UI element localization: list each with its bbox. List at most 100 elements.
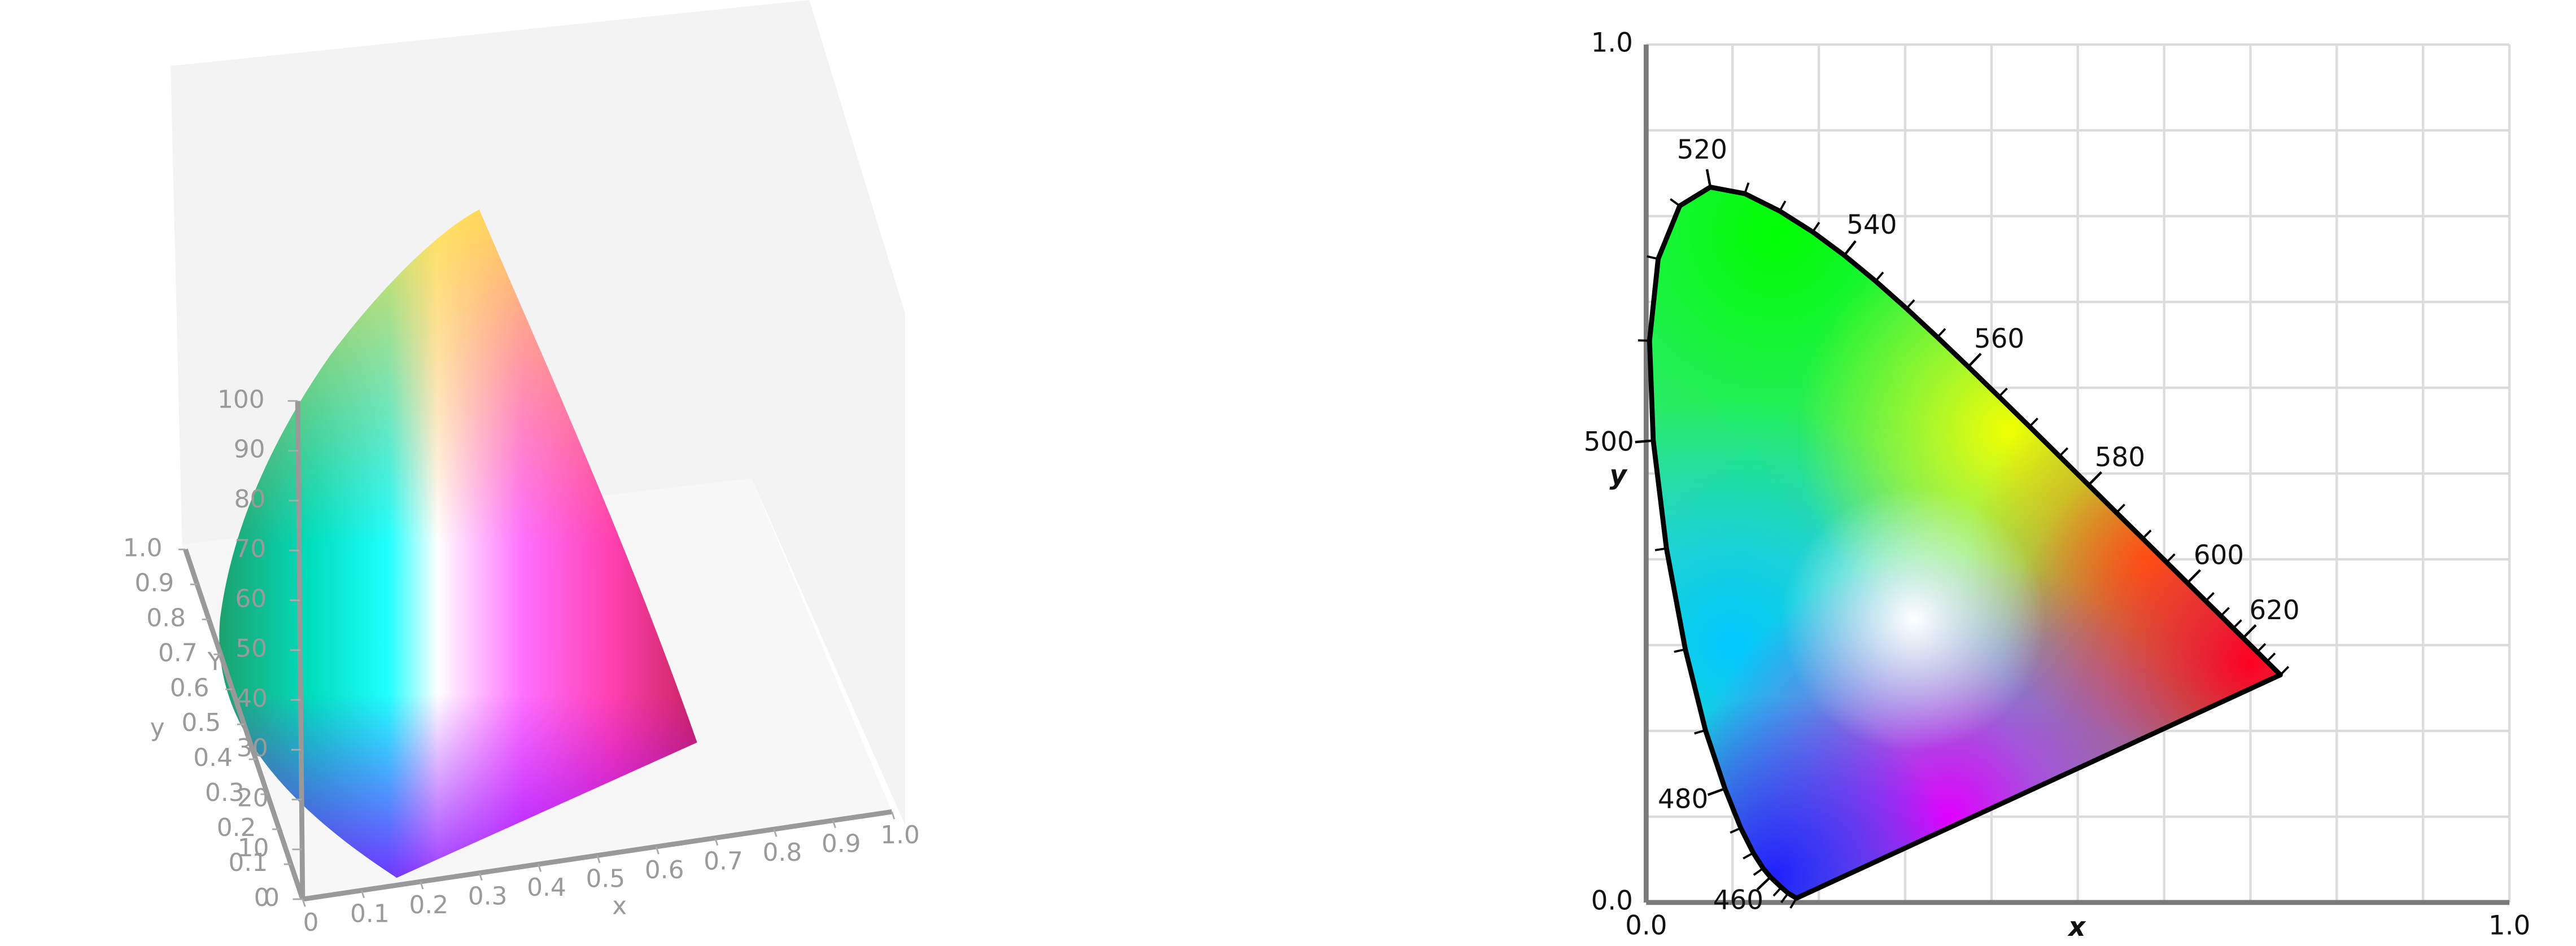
x-tick-label: 1.0 <box>880 821 920 849</box>
locus-tick <box>2115 503 2125 514</box>
x-tick-label: 0.4 <box>527 873 566 902</box>
chromaticity-plot: x y 0.0 1.0 0.0 1.0 460 480 500 520 540 560 580 600… <box>1584 28 2531 943</box>
locus-tick <box>2142 529 2152 540</box>
locus-tick <box>1967 353 1982 368</box>
locus-tick <box>1936 328 1946 338</box>
tick-mark <box>420 881 424 890</box>
gamut-fill <box>1649 187 2281 899</box>
y-tick-label: 1.0 <box>1591 28 1633 58</box>
locus-tick <box>1743 852 1754 860</box>
locus-tick <box>1756 876 1771 891</box>
y-tick-label: 0.6 <box>170 673 209 702</box>
y-tick-label: 0.2 <box>217 813 256 842</box>
wavelength-label: 580 <box>2095 443 2145 473</box>
z-tick-label: 0 <box>254 883 270 912</box>
x-tick-label: 0.1 <box>350 899 390 928</box>
z-tick-label: 70 <box>235 535 267 563</box>
locus-tick <box>1670 198 1680 207</box>
tick-mark <box>302 899 306 907</box>
locus-tick <box>2058 447 2069 457</box>
z-tick-label: 20 <box>237 784 269 813</box>
y-tick-label: 0.8 <box>146 603 186 632</box>
wavelength-label: 600 <box>2194 541 2244 571</box>
tick-mark <box>596 855 601 864</box>
locus-tick <box>1753 867 1764 876</box>
locus-tick <box>1674 648 1686 653</box>
locus-tick <box>1707 787 1726 796</box>
locus-tick <box>1744 182 1750 194</box>
wavelength-label: 540 <box>1846 210 1897 240</box>
tick-mark <box>832 820 836 829</box>
x-axis-title: x <box>612 892 627 921</box>
x-tick-label: 0.3 <box>468 882 508 910</box>
tick-mark <box>655 846 660 855</box>
z-tick-label: 80 <box>234 485 266 514</box>
y-tick-label: 0.3 <box>205 778 244 807</box>
tick-mark <box>773 829 778 837</box>
locus-tick <box>1998 387 2008 398</box>
3d-scene: x y Y <box>150 0 905 921</box>
x-tick-label: 0.5 <box>586 864 625 893</box>
z-tick-label: 60 <box>235 584 267 613</box>
z-tick-label: 90 <box>234 435 265 464</box>
locus-tick <box>2266 652 2276 663</box>
y-axis-title: y <box>150 713 165 742</box>
locus-tick <box>1875 271 1884 282</box>
y-tick-label: 0.1 <box>229 848 268 877</box>
locus-tick <box>1705 169 1712 187</box>
locus-tick <box>1780 892 1789 904</box>
locus-tick <box>2186 569 2202 584</box>
tick-mark <box>360 890 365 899</box>
locus-tick <box>2088 471 2102 486</box>
y-tick-label: 0.4 <box>193 743 233 772</box>
wavelength-label: 460 <box>1713 886 1763 916</box>
tick-mark <box>891 811 896 820</box>
locus-tick <box>1905 299 1915 309</box>
x-axis <box>302 809 893 902</box>
locus-tick <box>1811 221 1820 233</box>
tick-mark <box>478 873 483 881</box>
spectral-locus <box>1647 185 2283 901</box>
locus-tick <box>1647 255 1658 260</box>
z-tick-label: 50 <box>235 634 267 663</box>
x-axis-title: x <box>2067 912 2086 943</box>
z-tick-label: 10 <box>238 834 269 862</box>
x-tick-label: 0.6 <box>645 856 684 884</box>
locus-tick <box>2165 553 2176 563</box>
y-axis-title: y <box>1609 460 1628 490</box>
gamut-shade <box>1782 487 2046 752</box>
x-tick-label: 0.9 <box>822 829 861 858</box>
locus-tick <box>1779 200 1787 212</box>
locus-tick <box>2280 665 2290 676</box>
x-tick-label: 0.2 <box>409 891 448 919</box>
z-tick-label: 40 <box>236 684 268 713</box>
locus-tick <box>1730 827 1741 834</box>
x-tick-label: 0.0 <box>1625 910 1667 941</box>
locus-tick <box>1638 339 1650 342</box>
y-tick-label: 0.7 <box>158 638 198 667</box>
x-tick-label: 0.7 <box>704 847 743 875</box>
locus-tick <box>2256 643 2267 653</box>
z-tick-label: 100 <box>217 385 265 414</box>
z-tick-label: 30 <box>237 734 268 763</box>
locus-tick <box>1843 240 1857 256</box>
x-tick-label: 0.8 <box>763 838 802 867</box>
wavelength-label: 520 <box>1677 135 1727 165</box>
wavelength-label: 560 <box>1974 324 2024 354</box>
wavelength-label: 620 <box>2249 595 2299 626</box>
locus-tick <box>2028 417 2038 428</box>
locus-tick <box>2242 624 2257 639</box>
locus-tick <box>1635 439 1654 444</box>
wavelength-label: 500 <box>1584 427 1634 457</box>
locus-tick <box>1789 897 1798 909</box>
x-tick-label: 1.0 <box>2488 910 2530 941</box>
wavelength-label: 480 <box>1658 785 1708 815</box>
surface-shade <box>219 209 697 878</box>
tick-mark <box>714 838 719 846</box>
y-tick-label: 1.0 <box>123 533 163 562</box>
locus-tick <box>1772 886 1783 897</box>
locus-tick <box>1694 729 1706 735</box>
locus-tick <box>1654 547 1667 551</box>
